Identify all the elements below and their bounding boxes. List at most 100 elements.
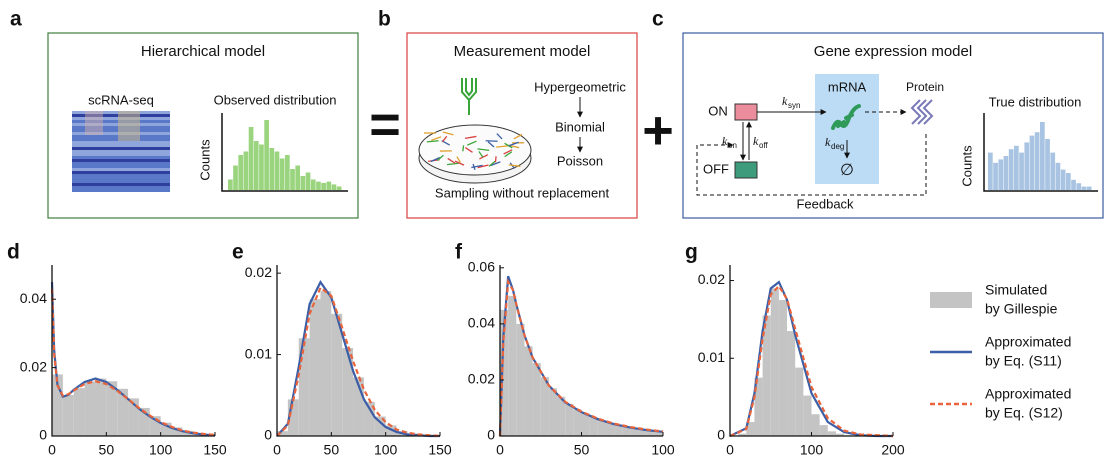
equals-sign: = xyxy=(369,94,401,154)
molecule xyxy=(441,135,448,143)
rate-symbol: k xyxy=(722,134,728,148)
panel-label: c xyxy=(652,8,664,31)
y-tick-label: 0.02 xyxy=(698,271,725,287)
hist-bar xyxy=(638,428,647,436)
hist-bar xyxy=(320,291,332,436)
hist-bar xyxy=(287,399,299,436)
hist-bar xyxy=(128,398,139,436)
hist-bar xyxy=(84,381,96,436)
panel-label: g xyxy=(685,241,698,264)
hist-bar xyxy=(264,120,269,190)
x-tick-label: 150 xyxy=(203,442,227,458)
panel-label: a xyxy=(10,8,22,31)
hist-bar xyxy=(516,323,525,436)
y-tick-label: 0 xyxy=(39,427,47,443)
hist-bar xyxy=(548,388,558,436)
hist-bar xyxy=(95,378,107,436)
x-tick-label: 0 xyxy=(726,442,734,458)
y-tick-label: 0 xyxy=(717,427,725,443)
panel-title: Hierarchical model xyxy=(141,43,265,60)
hist-bar xyxy=(385,425,397,436)
curve xyxy=(729,284,894,438)
heatmap-band xyxy=(85,111,103,135)
hist-bar xyxy=(309,299,321,436)
mrna-icon xyxy=(831,104,861,130)
molecule xyxy=(504,142,513,149)
decay-symbol: ∅ xyxy=(840,162,854,179)
heatmap-row xyxy=(72,156,170,159)
hist-bar xyxy=(581,413,590,436)
heatmap-row xyxy=(72,180,170,183)
hist-bar xyxy=(1066,173,1071,190)
heatmap-row xyxy=(72,177,170,180)
heatmap-row xyxy=(72,153,170,156)
y-tick-label: 0.02 xyxy=(468,371,495,387)
molecule xyxy=(504,151,513,158)
step: Hypergeometric xyxy=(534,79,626,94)
hist-ylabel: Counts xyxy=(959,145,974,187)
legend-swatch xyxy=(930,292,972,308)
hist-axes xyxy=(983,113,1098,192)
hist-bar xyxy=(532,363,541,436)
heatmap-row xyxy=(72,186,170,189)
hist-bar xyxy=(305,172,311,190)
hist-bar xyxy=(274,151,280,190)
molecule xyxy=(477,164,489,169)
hist-bar xyxy=(500,309,509,436)
step: Binomial xyxy=(555,119,605,134)
x-tick-label: 100 xyxy=(149,442,173,458)
heatmap-row xyxy=(72,171,170,174)
panel-box xyxy=(406,32,638,219)
state-off: OFF xyxy=(703,161,729,176)
mrna-label: mRNA xyxy=(828,79,867,94)
heatmap-row xyxy=(72,159,170,162)
hist-bar xyxy=(277,431,288,436)
x-tick-label: 100 xyxy=(651,442,675,458)
x-tick-label: 50 xyxy=(99,442,115,458)
hist-bar xyxy=(988,152,993,190)
molecule xyxy=(513,133,523,140)
hist-bar xyxy=(1003,156,1009,190)
molecule xyxy=(430,156,441,163)
hist-bar xyxy=(238,155,244,190)
heatmap-row xyxy=(72,141,170,144)
x-tick-label: 100 xyxy=(800,442,824,458)
hist-bar xyxy=(331,313,343,436)
plus-sign: + xyxy=(642,100,674,160)
molecule xyxy=(454,160,465,166)
hist-title: True distribution xyxy=(989,94,1082,109)
hist-bar xyxy=(605,422,615,436)
legend-label: Approximated xyxy=(985,334,1071,350)
panel-title: Measurement model xyxy=(454,43,591,60)
molecule xyxy=(464,135,477,140)
hist-bar xyxy=(326,181,332,190)
dish-top xyxy=(418,124,532,176)
legend-label: by Eq. (S11) xyxy=(985,353,1062,369)
hist-bar xyxy=(819,425,828,436)
molecule xyxy=(487,141,495,148)
hist-bar xyxy=(508,295,517,436)
panel-title: Gene expression model xyxy=(814,43,972,60)
hist-bar xyxy=(770,288,779,436)
hist-title: Observed distribution xyxy=(214,92,337,107)
molecule xyxy=(436,154,444,161)
y-tick-label: 0.02 xyxy=(245,264,272,280)
hist-bar xyxy=(993,162,998,190)
mrna-box xyxy=(815,74,879,184)
on-box xyxy=(734,103,758,121)
molecule xyxy=(456,156,461,163)
heatmap-row xyxy=(72,162,170,165)
hist-bar xyxy=(1086,186,1092,190)
hist-bar xyxy=(787,331,796,436)
hist-bar xyxy=(160,422,172,436)
molecule xyxy=(464,146,473,153)
hist-bar xyxy=(1014,145,1019,190)
y-tick-label: 0.02 xyxy=(20,358,47,374)
hist-bar xyxy=(1034,132,1040,190)
antibody-icon xyxy=(461,78,477,115)
x-tick-label: 0 xyxy=(48,442,56,458)
hist-bar xyxy=(285,155,290,190)
hist-bar xyxy=(248,127,254,190)
